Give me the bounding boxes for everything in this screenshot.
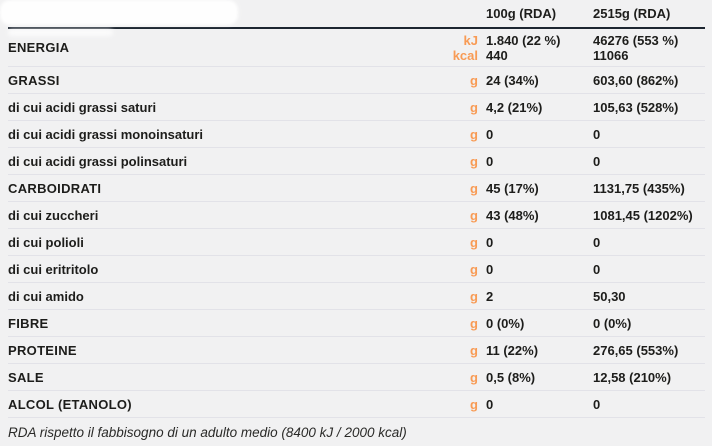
value-100g: 0 [486,396,494,412]
value-2515g: 105,63 (528%) [593,99,679,115]
unit-label: g [470,99,478,115]
table-row-grassi-saturi: di cui acidi grassi saturi g 4,2 (21%) 1… [8,94,705,121]
table-row-grassi: GRASSI g 24 (34%) 603,60 (862%) [8,67,705,94]
unit-label: g [470,369,478,385]
value-2515g: 0 (0%) [593,315,632,331]
value-2515g: 1081,45 (1202%) [593,207,693,223]
row-label: FIBRE [8,315,49,331]
header-col-2515g: 2515g (RDA) [593,6,671,21]
value-2515g: 0 [593,396,601,412]
table-row-polioli: di cui polioli g 0 0 [8,229,705,256]
row-label: di cui eritritolo [8,261,99,277]
value-2515g: 0 [593,234,601,250]
header-col-100g: 100g (RDA) [486,6,557,21]
row-label: CARBOIDRATI [8,180,102,196]
value-2515g: 0 [593,261,601,277]
value-100g: 0 [486,234,494,250]
table-row-carboidrati: CARBOIDRATI g 45 (17%) 1131,75 (435%) [8,175,705,202]
value-100g: 24 (34%) [486,72,539,88]
value-2515g: 50,30 [593,288,626,304]
row-label: ENERGIA [8,40,70,55]
table-row-sale: SALE g 0,5 (8%) 12,58 (210%) [8,364,705,391]
value-100g: 2 [486,288,494,304]
unit-kj: kJ [463,32,478,48]
value-100g: 0 [486,261,494,277]
whiteout-patch [0,0,238,25]
value-100g: 1.840 (22 %) 440 [486,33,593,63]
value-2515g: 12,58 (210%) [593,369,672,385]
unit-label: g [470,396,478,412]
value-2515g: 603,60 (862%) [593,72,679,88]
table-row-grassi-monoinsaturi: di cui acidi grassi monoinsaturi g 0 0 [8,121,705,148]
unit-label: g [470,126,478,142]
table-header-row: 100g (RDA) 2515g (RDA) [8,0,705,29]
table-row-energia: ENERGIA kJ kcal 1.840 (22 %) 440 46276 (… [8,29,705,67]
value-100g: 43 (48%) [486,207,539,223]
unit-label: g [470,315,478,331]
value-2515g-kcal: 11066 [593,47,629,63]
row-label: di cui acidi grassi polinsaturi [8,153,188,169]
unit-label: g [470,207,478,223]
row-label: di cui zuccheri [8,207,99,223]
table-row-amido: di cui amido g 2 50,30 [8,283,705,310]
row-label: di cui acidi grassi monoinsaturi [8,126,204,142]
value-2515g-kj: 46276 (553 %) [593,32,679,48]
unit-kcal: kcal [452,47,478,63]
table-row-zuccheri: di cui zuccheri g 43 (48%) 1081,45 (1202… [8,202,705,229]
value-100g-kj: 1.840 (22 %) [486,32,561,48]
unit-label: g [470,261,478,277]
unit-label: g [470,288,478,304]
unit-label: g [470,180,478,196]
table-row-fibre: FIBRE g 0 (0%) 0 (0%) [8,310,705,337]
value-2515g: 1131,75 (435%) [593,180,685,196]
value-100g-kcal: 440 [486,47,508,63]
unit-label: kJ kcal [428,33,478,63]
row-label: PROTEINE [8,342,77,358]
footer-note: RDA rispetto il fabbisogno di un adulto … [8,424,407,440]
row-label: di cui acidi grassi saturi [8,99,157,115]
value-2515g: 46276 (553 %) 11066 [593,33,705,63]
value-100g: 45 (17%) [486,180,539,196]
value-100g: 11 (22%) [486,342,539,358]
table-row-grassi-polinsaturi: di cui acidi grassi polinsaturi g 0 0 [8,148,705,175]
value-100g: 0 (0%) [486,315,525,331]
row-label: di cui polioli [8,234,84,250]
value-2515g: 276,65 (553%) [593,342,679,358]
value-100g: 4,2 (21%) [486,99,543,115]
value-100g: 0 [486,126,494,142]
unit-label: g [470,153,478,169]
value-2515g: 0 [593,153,601,169]
unit-label: g [470,234,478,250]
value-100g: 0 [486,153,494,169]
table-row-alcol: ALCOL (ETANOLO) g 0 0 [8,391,705,418]
value-100g: 0,5 (8%) [486,369,536,385]
table-row-proteine: PROTEINE g 11 (22%) 276,65 (553%) [8,337,705,364]
whiteout-patch-small [8,29,113,36]
row-label: ALCOL (ETANOLO) [8,396,132,412]
unit-label: g [470,342,478,358]
row-label: di cui amido [8,288,84,304]
value-2515g: 0 [593,126,601,142]
table-row-eritritolo: di cui eritritolo g 0 0 [8,256,705,283]
unit-label: g [470,72,478,88]
row-label: GRASSI [8,72,60,88]
row-label: SALE [8,369,44,385]
